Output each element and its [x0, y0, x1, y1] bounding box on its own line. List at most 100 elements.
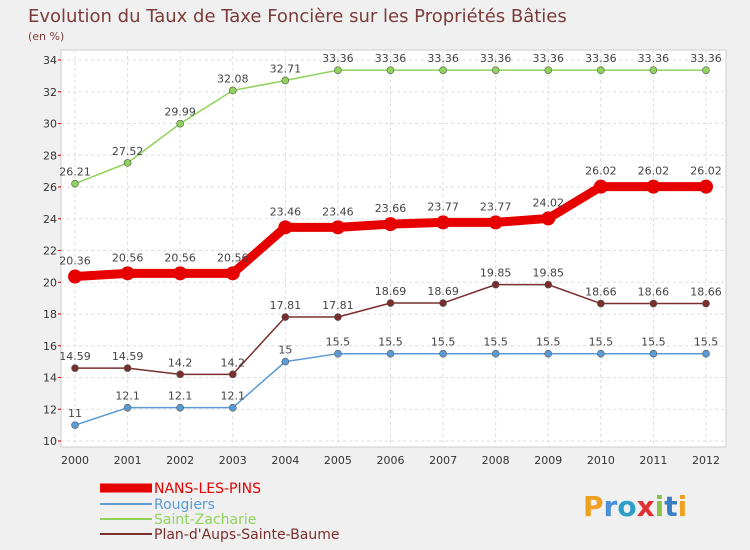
data-label: 11	[68, 407, 82, 420]
data-label: 23.66	[375, 202, 407, 215]
y-tick-label: 28	[43, 149, 57, 162]
x-tick-label: 2010	[587, 454, 615, 467]
x-tick-label: 2001	[114, 454, 142, 467]
data-label: 33.36	[533, 52, 565, 65]
data-point	[386, 299, 395, 307]
data-label: 33.36	[322, 52, 354, 65]
data-point	[544, 66, 553, 74]
y-tick-label: 10	[43, 435, 57, 448]
data-point	[702, 299, 710, 308]
data-point	[176, 403, 184, 412]
data-point	[649, 349, 658, 358]
data-label: 33.36	[427, 52, 459, 65]
data-label: 15.5	[589, 336, 614, 349]
x-tick-label: 2003	[219, 454, 247, 467]
data-point	[334, 349, 342, 358]
data-labels: 20.36 20.56 20.56 20.56 23.46 23.46 23.66 23.77…	[59, 52, 722, 420]
data-label: 33.36	[375, 52, 407, 65]
data-label: 23.46	[270, 205, 302, 218]
legend-label: Plan-d'Aups-Sainte-Baume	[154, 527, 339, 543]
legend-label: NANS-LES-PINS	[154, 481, 261, 497]
data-point	[123, 403, 132, 412]
data-point	[544, 349, 553, 358]
x-tick-label: 2009	[534, 454, 562, 467]
data-label: 26.02	[690, 165, 722, 178]
data-label: 20.36	[59, 255, 91, 268]
plot-area	[60, 49, 727, 448]
data-point	[544, 280, 553, 289]
data-point	[334, 313, 342, 321]
data-label: 20.56	[217, 251, 249, 264]
data-label: 15.5	[536, 336, 561, 349]
data-label: 14.59	[59, 350, 91, 363]
y-tick-label: 32	[43, 86, 57, 99]
y-tick-label: 26	[43, 181, 57, 194]
data-label: 18.66	[585, 286, 617, 299]
data-label: 19.85	[480, 267, 512, 280]
data-point	[120, 266, 135, 281]
x-tick-label: 2002	[166, 454, 194, 467]
data-point	[702, 349, 710, 358]
x-tick-label: 2004	[271, 454, 299, 467]
data-label: 17.81	[270, 299, 302, 312]
data-label: 32.71	[270, 62, 302, 75]
data-point	[173, 266, 188, 281]
data-label: 14.59	[112, 350, 144, 363]
data-point	[541, 211, 556, 226]
data-point	[436, 215, 451, 230]
data-label: 33.36	[480, 52, 512, 65]
y-tick-label: 12	[43, 403, 57, 416]
data-label: 32.08	[217, 72, 249, 85]
data-point	[491, 280, 500, 289]
data-label: 14.2	[221, 356, 246, 369]
data-point	[491, 66, 500, 74]
data-label: 26.02	[585, 165, 617, 178]
y-tick-label: 16	[43, 340, 57, 353]
chart-subtitle: (en %)	[28, 30, 64, 43]
data-point	[281, 76, 290, 85]
data-label: 27.52	[112, 145, 144, 158]
data-point	[439, 299, 447, 307]
data-point	[649, 299, 658, 308]
data-label: 12.1	[168, 390, 193, 403]
data-label: 23.77	[427, 200, 459, 213]
data-point	[281, 357, 290, 366]
data-point	[439, 66, 447, 74]
data-point	[123, 159, 132, 167]
data-label: 15.5	[641, 336, 666, 349]
data-label: 15.5	[694, 336, 719, 349]
data-point	[649, 66, 658, 74]
data-point	[488, 215, 503, 230]
data-label: 12.1	[221, 390, 246, 403]
data-label: 15.5	[378, 336, 403, 349]
data-label: 17.81	[322, 299, 354, 312]
data-point	[593, 179, 608, 194]
chart-title: Evolution du Taux de Taxe Foncière sur l…	[28, 6, 567, 27]
data-label: 33.36	[585, 52, 617, 65]
data-point	[386, 66, 395, 74]
y-tick-label: 34	[43, 54, 57, 67]
data-point	[71, 179, 79, 188]
data-point	[491, 349, 500, 358]
data-label: 18.66	[690, 286, 722, 299]
data-point	[383, 217, 398, 232]
y-tick-label: 30	[43, 118, 57, 131]
data-point	[225, 266, 240, 281]
data-point	[281, 313, 290, 321]
data-label: 15	[278, 344, 292, 357]
data-label: 18.69	[375, 285, 407, 298]
grid	[61, 50, 726, 447]
x-tick-label: 2005	[324, 454, 352, 467]
data-point	[228, 370, 237, 379]
data-label: 15.5	[326, 336, 351, 349]
x-tick-label: 2000	[61, 454, 89, 467]
data-point	[176, 119, 184, 128]
data-point	[597, 349, 605, 358]
data-label: 26.21	[59, 166, 91, 179]
data-label: 15.5	[483, 336, 508, 349]
data-point	[123, 364, 132, 372]
x-tick-label: 2012	[692, 454, 720, 467]
data-point	[386, 349, 395, 358]
